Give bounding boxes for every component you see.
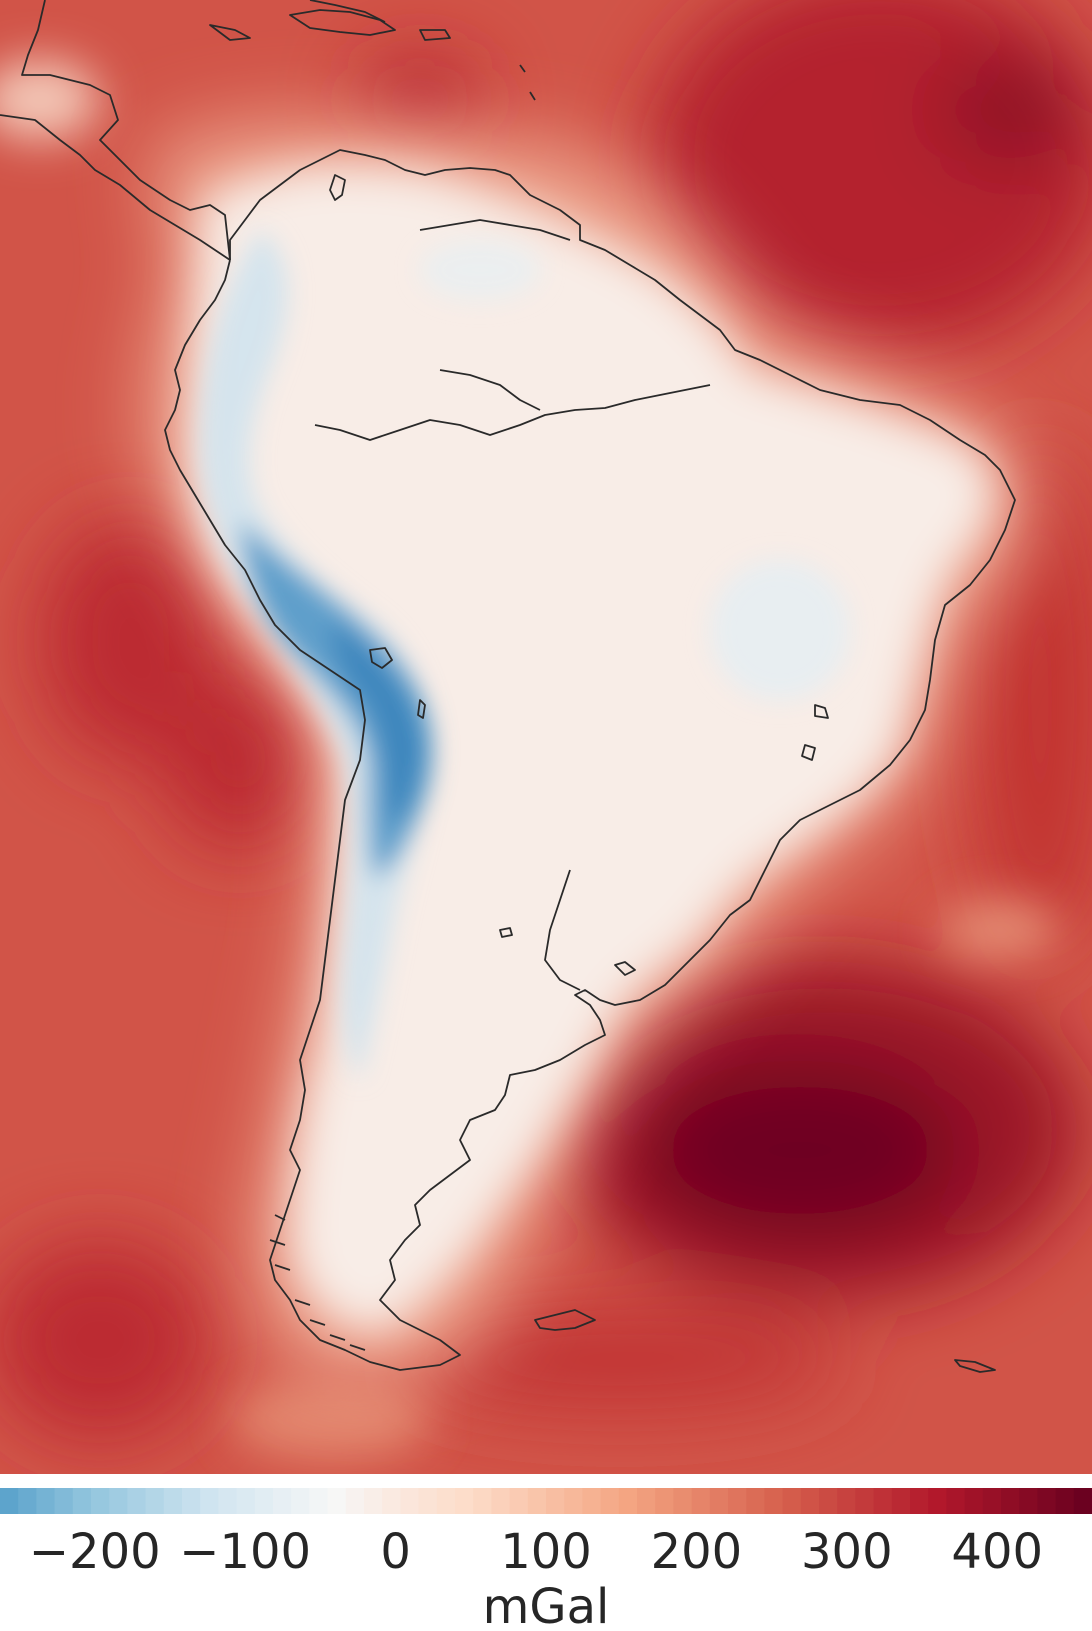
colorbar-segment — [382, 1488, 401, 1514]
colorbar-ticks: −200 −100 0 100 200 300 400 — [29, 1524, 1043, 1580]
colorbar-segment — [400, 1488, 420, 1514]
colorbar-segment — [364, 1488, 383, 1514]
colorbar-segment — [673, 1488, 693, 1514]
colorbar-segment — [309, 1488, 329, 1514]
colorbar-segment — [1001, 1488, 1020, 1514]
colorbar-segment — [1055, 1488, 1075, 1514]
colorbar-gradient — [0, 1488, 1092, 1514]
caribbean-islands — [209, 9, 536, 101]
colorbar-segment — [709, 1488, 729, 1514]
colorbar-segment — [345, 1488, 365, 1514]
colorbar-segment — [910, 1488, 929, 1514]
colorbar-segment — [1019, 1488, 1038, 1514]
colorbar: −200 −100 0 100 200 300 400 mGal — [0, 1488, 1092, 1631]
colorbar-segment — [837, 1488, 856, 1514]
colorbar-tick-label: 400 — [951, 1524, 1043, 1580]
colorbar-segment — [691, 1488, 711, 1514]
coastlines — [0, 0, 1016, 1373]
colorbar-segment — [54, 1488, 74, 1514]
colorbar-segment — [36, 1488, 56, 1514]
colorbar-label: mGal — [483, 1579, 610, 1631]
colorbar-segment — [291, 1488, 310, 1514]
colorbar-segment — [254, 1488, 274, 1514]
colorbar-segment — [600, 1488, 620, 1514]
falkland-islands — [534, 1309, 596, 1331]
colorbar-segment — [618, 1488, 638, 1514]
colorbar-segment — [236, 1488, 256, 1514]
colorbar-segment — [891, 1488, 911, 1514]
colorbar-segment — [473, 1488, 492, 1514]
colorbar-tick-label: 200 — [651, 1524, 743, 1580]
colorbar-segment — [964, 1488, 984, 1514]
colorbar-segment — [218, 1488, 238, 1514]
colorbar-tick-label: 0 — [380, 1524, 411, 1580]
colorbar-segment — [546, 1488, 565, 1514]
lake-maracaibo — [329, 174, 346, 201]
coastline-south-america — [164, 149, 1016, 1371]
colorbar-segment — [509, 1488, 529, 1514]
colorbar-segment — [819, 1488, 838, 1514]
colorbar-segment — [18, 1488, 37, 1514]
gravity-anomaly-map — [0, 0, 1092, 1474]
colorbar-canvas: −200 −100 0 100 200 300 400 mGal — [0, 1488, 1092, 1631]
colorbar-tick-label: −200 — [29, 1524, 161, 1580]
colorbar-segment — [746, 1488, 765, 1514]
colorbar-segment — [764, 1488, 784, 1514]
coastline-central-america-pacific — [0, 114, 231, 261]
andes-negative-anomaly — [200, 230, 850, 1080]
colorbar-segment — [655, 1488, 674, 1514]
brazil-reservoirs — [801, 704, 829, 761]
colorbar-segment — [127, 1488, 147, 1514]
continent-field — [186, 164, 994, 1332]
colorbar-segment — [109, 1488, 128, 1514]
colorbar-tick-label: 300 — [801, 1524, 893, 1580]
colorbar-segment — [163, 1488, 183, 1514]
river-plate-islands — [499, 927, 513, 938]
moderate-anomaly-areas — [0, 60, 1060, 1460]
colorbar-segment — [0, 1488, 19, 1514]
colorbar-segment — [182, 1488, 201, 1514]
coastline-central-america — [21, 0, 231, 261]
colorbar-segment — [582, 1488, 602, 1514]
colorbar-segment — [855, 1488, 875, 1514]
colorbar-segment — [327, 1488, 347, 1514]
colorbar-segment — [637, 1488, 656, 1514]
patos-lagoon — [614, 961, 636, 976]
colorbar-segment — [200, 1488, 219, 1514]
orinoco-river — [419, 219, 571, 241]
colorbar-segment — [946, 1488, 966, 1514]
colorbar-segment — [273, 1488, 292, 1514]
colorbar-segment — [91, 1488, 110, 1514]
parana-river — [544, 869, 581, 991]
chile-fjords — [269, 1214, 366, 1351]
colorbar-segment — [527, 1488, 547, 1514]
colorbar-segment — [1037, 1488, 1057, 1514]
south-georgia — [954, 1359, 996, 1373]
lake-poopo — [417, 699, 426, 719]
colorbar-segment — [873, 1488, 893, 1514]
colorbar-segment — [418, 1488, 438, 1514]
coastline-south-america-cuba — [309, 0, 386, 23]
amazon-river — [314, 384, 711, 441]
colorbar-tick-label: −100 — [179, 1524, 311, 1580]
colorbar-segment — [436, 1488, 456, 1514]
colorbar-segment — [564, 1488, 583, 1514]
colorbar-segment — [145, 1488, 165, 1514]
colorbar-segment — [1073, 1488, 1092, 1514]
colorbar-segment — [491, 1488, 511, 1514]
colorbar-segment — [928, 1488, 947, 1514]
colorbar-segment — [982, 1488, 1002, 1514]
map-canvas — [0, 0, 1092, 1474]
colorbar-segment — [72, 1488, 92, 1514]
lake-titicaca — [369, 647, 393, 669]
colorbar-segment — [455, 1488, 474, 1514]
colorbar-tick-label: 100 — [500, 1524, 592, 1580]
colorbar-segment — [728, 1488, 747, 1514]
colorbar-segment — [800, 1488, 820, 1514]
amazon-tributary — [439, 369, 541, 411]
colorbar-segment — [782, 1488, 802, 1514]
